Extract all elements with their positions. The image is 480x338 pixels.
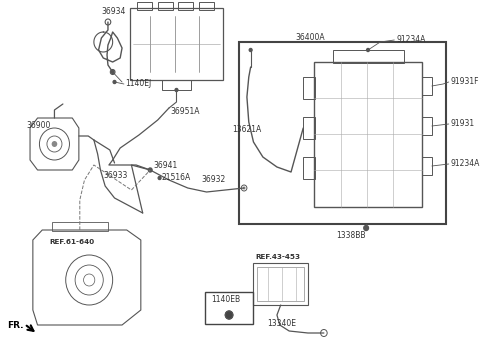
Text: 91931F: 91931F [451,76,479,86]
Bar [422,157,432,175]
Circle shape [52,141,57,147]
Text: 91234A: 91234A [451,159,480,168]
Bar [422,117,432,135]
Text: 91234A: 91234A [396,35,426,45]
Circle shape [175,89,178,92]
Text: 1338BB: 1338BB [336,232,366,241]
Circle shape [225,311,233,319]
Circle shape [113,80,116,83]
Text: REF.43-453: REF.43-453 [255,254,300,260]
Circle shape [148,168,152,172]
Text: 13621A: 13621A [232,125,261,135]
Text: 36900: 36900 [26,121,51,130]
Circle shape [158,176,161,179]
Text: 36400A: 36400A [296,33,325,43]
Text: 13340E: 13340E [267,318,297,328]
Text: 1140EJ: 1140EJ [125,79,151,89]
Bar [158,2,173,10]
Circle shape [243,187,245,190]
Text: 36941: 36941 [153,161,177,169]
Bar [314,62,422,207]
Bar [179,2,193,10]
Bar [162,80,191,90]
Bar [303,77,315,99]
Text: FR.: FR. [8,321,24,331]
Bar [257,267,304,301]
Bar [199,2,214,10]
Bar [130,8,223,80]
Text: 36933: 36933 [103,171,128,180]
Text: 36951A: 36951A [171,107,200,117]
Bar [204,292,253,324]
Text: 1140EB: 1140EB [211,294,240,304]
Circle shape [364,225,369,231]
Text: 91931: 91931 [451,119,475,127]
Bar [240,42,446,224]
Bar [52,222,108,231]
Bar [303,117,315,139]
Text: 36934: 36934 [101,7,126,17]
Circle shape [249,48,252,51]
Text: REF.61-640: REF.61-640 [50,239,95,245]
Text: 36932: 36932 [202,175,226,185]
Text: 21516A: 21516A [161,173,191,183]
Circle shape [111,71,114,73]
Bar [253,263,308,305]
Bar [303,157,315,179]
Bar [137,2,152,10]
Bar [333,50,404,63]
Bar [422,77,432,95]
Circle shape [367,48,370,51]
